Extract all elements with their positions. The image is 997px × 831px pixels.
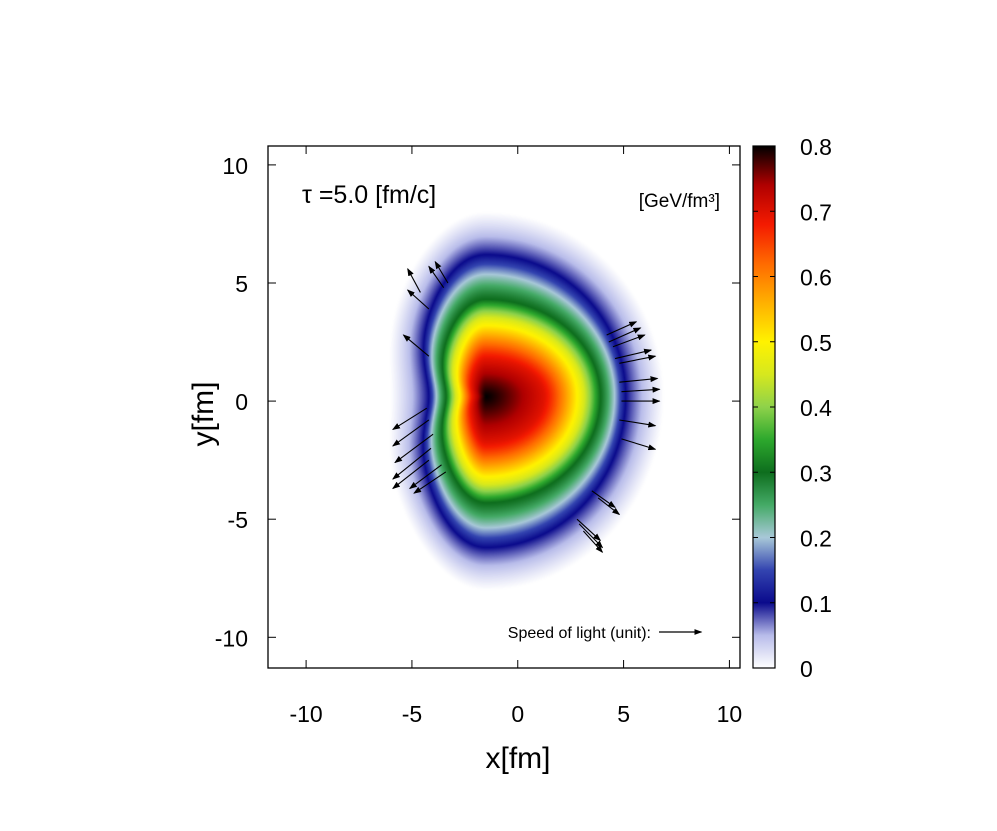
flow-arrow (612, 334, 646, 348)
time-label: τ =5.0 [fm/c] (302, 181, 436, 209)
colorbar-tick-label: 0.8 (800, 134, 832, 160)
units-label: [GeV/fm³] (639, 191, 720, 212)
flow-arrow (619, 376, 659, 383)
flow-arrow (576, 518, 602, 542)
flow-arrow (402, 334, 430, 357)
x-tick-label: -10 (289, 701, 322, 727)
flow-arrow (597, 497, 621, 516)
x-tick-label: -5 (402, 701, 422, 727)
y-tick-label: -5 (228, 507, 248, 533)
colorbar-tick-label: 0.3 (800, 460, 832, 486)
flow-arrow (608, 327, 642, 343)
flow-arrow (434, 260, 449, 284)
flow-arrow (413, 471, 447, 494)
colorbar-ticks: 0 0.1 0.2 0.3 0.4 0.5 0.6 0.7 0.8 (753, 134, 832, 682)
y-axis-ticks: -10 -5 0 5 10 (215, 153, 740, 651)
flow-arrow (578, 523, 604, 549)
colorbar-tick-label: 0.2 (800, 526, 832, 552)
flow-arrow (606, 321, 638, 336)
x-tick-label: 5 (617, 701, 630, 727)
colorbar-tick-label: 0.4 (800, 395, 832, 421)
flow-arrow (406, 289, 430, 310)
speed-of-light-label: Speed of light (unit): (508, 625, 651, 642)
flow-arrow (619, 354, 657, 364)
x-axis-label: x[fm] (486, 742, 551, 775)
flow-arrow (582, 530, 604, 554)
y-axis-label: y[fm] (187, 382, 220, 447)
flow-arrow (394, 433, 434, 464)
flow-arrow (392, 447, 432, 480)
colorbar-tick-label: 0.7 (800, 199, 832, 225)
flow-arrow (614, 348, 653, 360)
colorbar-tick-label: 0 (800, 656, 813, 682)
x-tick-label: 0 (511, 701, 524, 727)
heatmap-image (268, 146, 740, 668)
heatmap (268, 146, 740, 668)
y-tick-label: 5 (235, 271, 248, 297)
x-tick-label: 10 (717, 701, 743, 727)
flow-arrow (409, 464, 442, 490)
flow-arrow (619, 419, 657, 428)
y-tick-label: -10 (215, 625, 248, 651)
flow-arrow (407, 267, 421, 293)
colorbar-tick-label: 0.5 (800, 330, 832, 356)
flow-arrow (621, 438, 657, 451)
y-tick-label: 0 (235, 389, 248, 415)
plot-frame (267, 145, 741, 669)
flow-arrow (428, 265, 445, 289)
colorbar-tick-label: 0.1 (800, 591, 832, 617)
colorbar-tick-label: 0.6 (800, 265, 832, 291)
flow-arrow (621, 386, 661, 393)
flow-arrows (392, 260, 661, 554)
flow-arrow (392, 407, 428, 430)
flow-arrow (392, 419, 430, 447)
flow-arrow (392, 459, 430, 490)
flow-arrow (591, 490, 616, 508)
y-tick-label: 10 (222, 153, 248, 179)
x-axis-ticks: -10 -5 0 5 10 (289, 146, 742, 727)
colorbar: 0 0.1 0.2 0.3 0.4 0.5 0.6 0.7 0.8 (752, 134, 832, 682)
